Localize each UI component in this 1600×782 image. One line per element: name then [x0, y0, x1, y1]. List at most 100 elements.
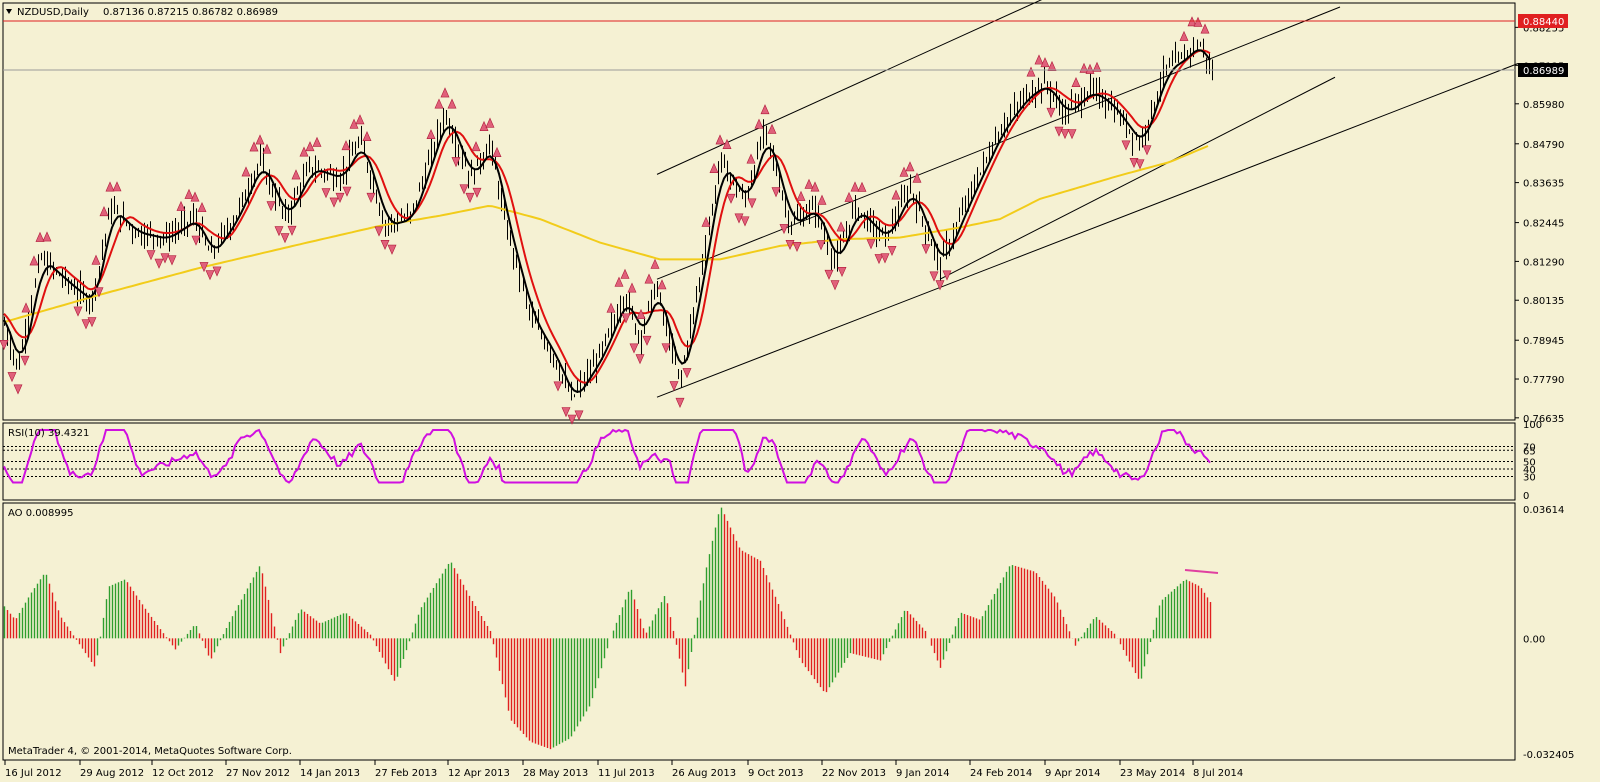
fractal-down-marker [1129, 157, 1139, 169]
fractal-down-marker [94, 287, 104, 298]
rsi-tick-label: 0 [1523, 491, 1529, 502]
rsi-tick-label: 70 [1523, 443, 1536, 454]
rsi-line [3, 428, 1211, 484]
fractal-down-marker [199, 262, 209, 273]
fractal-down-marker [921, 244, 931, 255]
fractal-down-marker [747, 198, 757, 209]
fractal-up-marker [190, 191, 200, 202]
fractal-up-marker [850, 181, 860, 192]
fractal-down-marker [465, 192, 475, 203]
trendline [939, 76, 1336, 280]
fractal-down-marker [824, 269, 834, 280]
fractal-up-marker [796, 190, 806, 201]
fractal-down-marker [274, 226, 284, 237]
rsi-tick-label: 50 [1523, 458, 1536, 469]
fractal-down-marker [669, 381, 679, 392]
fractal-up-marker [1200, 23, 1210, 34]
fractal-down-marker [726, 193, 736, 204]
fractal-up-marker [722, 138, 732, 149]
ao-label: AO 0.008995 [8, 508, 73, 519]
fractal-down-marker [0, 340, 9, 351]
fractal-down-marker [7, 372, 17, 383]
price-tick-label: 0.83635 [1523, 179, 1564, 190]
price-tick-label: 0.88255 [1523, 23, 1564, 34]
fractal-down-marker [682, 368, 692, 379]
time-tick-label: 22 Nov 2013 [822, 768, 886, 779]
fractal-up-marker [362, 130, 372, 142]
fractal-up-marker [606, 302, 616, 313]
fractal-up-marker [1047, 60, 1057, 71]
fractal-up-marker [627, 282, 637, 293]
fractal-up-marker [176, 200, 186, 211]
time-tick-label: 28 May 2013 [523, 768, 588, 779]
time-tick-label: 11 Jul 2013 [598, 768, 655, 779]
ao-axis: 0.03614 0.00 -0.032405 [1523, 505, 1574, 761]
time-tick-label: 27 Nov 2012 [226, 768, 290, 779]
fractal-down-marker [661, 343, 671, 354]
fractal-down-marker [675, 397, 685, 408]
fractal-up-marker [701, 216, 711, 227]
fractal-up-marker [1034, 54, 1044, 65]
fractal-down-marker [191, 235, 201, 246]
fractal-up-marker [1193, 16, 1203, 27]
fractal-down-marker [642, 335, 652, 346]
fractal-up-marker [262, 143, 272, 154]
fractal-up-marker [91, 254, 101, 265]
fractal-up-marker [614, 276, 624, 287]
fractal-down-marker [830, 280, 840, 291]
fractal-down-marker [335, 192, 345, 203]
price-tick-label: 0.78945 [1523, 336, 1564, 347]
fractal-up-marker [810, 181, 820, 192]
fractal-up-marker [255, 134, 265, 145]
time-tick-label: 12 Apr 2013 [448, 768, 510, 779]
svg-text:0.86989: 0.86989 [1523, 66, 1564, 77]
time-tick-label: 27 Feb 2013 [375, 768, 437, 779]
rsi-tick-label: 30 [1523, 473, 1536, 484]
fractal-down-marker [287, 225, 297, 236]
fractal-up-marker [492, 146, 502, 157]
time-tick-label: 9 Apr 2014 [1045, 768, 1100, 779]
fractal-down-marker [167, 255, 177, 266]
fractal-up-marker [709, 162, 719, 173]
ao-pane [2, 502, 1516, 761]
fractal-up-marker [291, 169, 301, 180]
fractal-up-marker [1085, 63, 1095, 74]
fractal-up-marker [99, 206, 109, 217]
fractal-up-marker [754, 118, 764, 129]
fractal-up-marker [29, 255, 39, 266]
fractal-down-marker [154, 258, 164, 269]
fractal-up-marker [241, 166, 251, 177]
last-price-tag: 0.86989 [1518, 63, 1568, 77]
fractal-down-marker [734, 213, 744, 224]
fractal-up-marker [767, 123, 777, 134]
fractal-down-marker [935, 280, 945, 291]
fractal-down-marker [1142, 145, 1152, 156]
fractal-down-marker [451, 157, 461, 168]
fractal-down-marker [779, 224, 789, 235]
collapse-arrow-icon[interactable] [6, 9, 12, 14]
fractal-up-marker [426, 128, 436, 140]
rsi-label: RSI(10) 39.4321 [8, 428, 89, 439]
fractal-markers [0, 16, 1210, 425]
fractal-up-marker [341, 140, 351, 151]
fractal-up-marker [836, 221, 846, 232]
fractal-down-marker [629, 343, 639, 354]
fractal-down-marker [146, 250, 156, 261]
fractal-up-marker [42, 231, 52, 242]
fractal-down-marker [387, 244, 397, 255]
price-pane [2, 2, 1516, 421]
fractal-down-marker [374, 226, 384, 237]
fractal-up-marker [184, 188, 194, 199]
fractal-up-marker [760, 104, 770, 115]
price-tick-label: 0.81290 [1523, 257, 1564, 268]
fractal-down-marker [553, 381, 563, 392]
fractal-up-marker [804, 178, 814, 189]
fractal-up-marker [644, 273, 654, 284]
fractal-up-marker [636, 308, 646, 319]
hline-price-tag: 0.88440 [1518, 14, 1568, 28]
fractal-down-marker [342, 186, 352, 197]
fractal-down-marker [205, 270, 215, 281]
fractal-down-marker [837, 267, 847, 278]
